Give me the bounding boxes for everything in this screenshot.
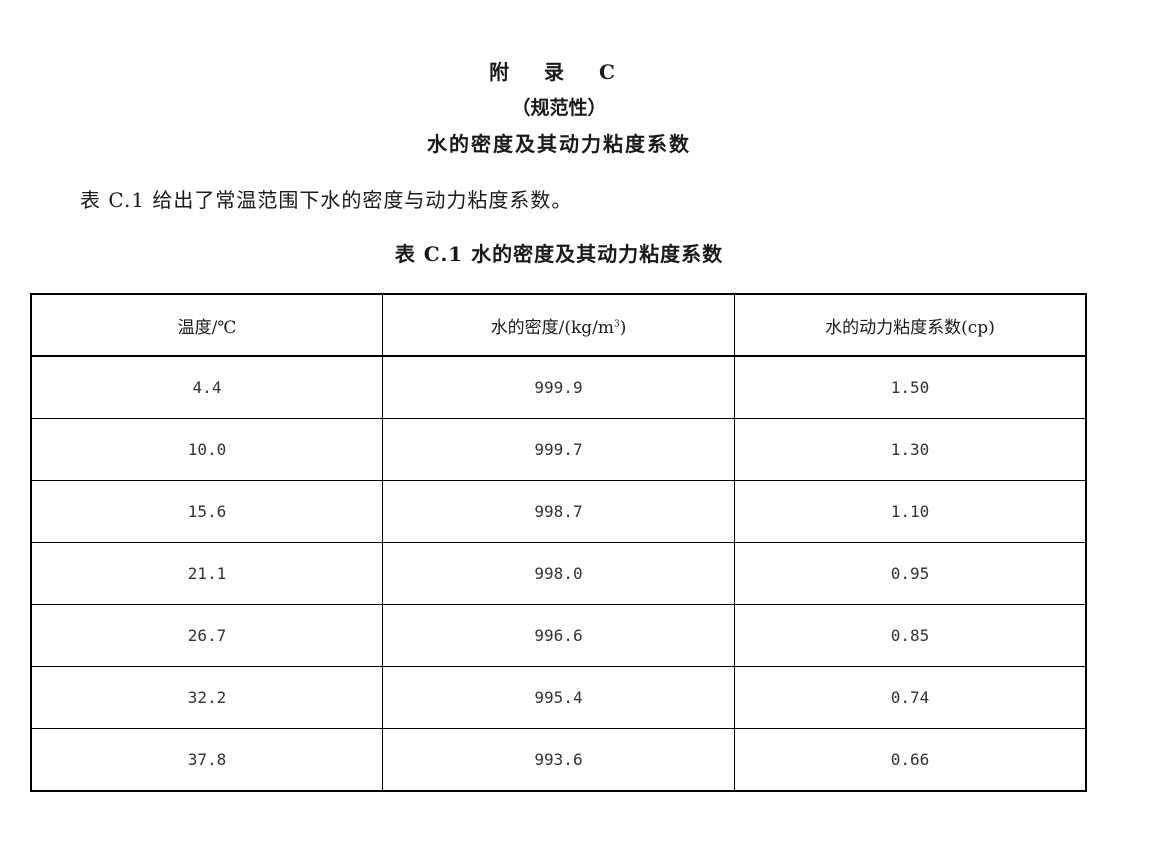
table-row: 10.0 999.7 1.30 [30, 418, 1087, 481]
cell-viscosity: 0.85 [734, 604, 1087, 667]
cell-temperature: 21.1 [30, 542, 383, 605]
cell-temperature: 15.6 [30, 480, 383, 543]
cell-viscosity: 0.95 [734, 542, 1087, 605]
cell-viscosity: 0.66 [734, 728, 1087, 792]
cell-viscosity: 1.30 [734, 418, 1087, 481]
table-row: 37.8 993.6 0.66 [30, 728, 1087, 792]
header-density-text: 水的密度/(kg/m [490, 317, 615, 338]
appendix-type: （规范性） [511, 97, 607, 119]
header-density-close: ) [619, 317, 627, 338]
header-viscosity: 水的动力粘度系数(cp) [734, 293, 1087, 357]
table-row: 4.4 999.9 1.50 [30, 355, 1087, 419]
cell-density: 993.6 [382, 728, 735, 792]
appendix-title: 附 录 C [489, 60, 629, 84]
header-density-exponent: 3 [614, 318, 620, 329]
table-header-row: 温度/℃ 水的密度/(kg/m3) 水的动力粘度系数(cp) [30, 293, 1087, 357]
intro-paragraph: 表 C.1 给出了常温范围下水的密度与动力粘度系数。 [80, 188, 573, 212]
cell-temperature: 10.0 [30, 418, 383, 481]
table-caption: 表 C.1 水的密度及其动力粘度系数 [394, 242, 724, 266]
cell-viscosity: 1.50 [734, 355, 1087, 419]
table-row: 32.2 995.4 0.74 [30, 666, 1087, 729]
cell-viscosity: 0.74 [734, 666, 1087, 729]
cell-temperature: 32.2 [30, 666, 383, 729]
cell-density: 998.7 [382, 480, 735, 543]
cell-temperature: 26.7 [30, 604, 383, 667]
header-density: 水的密度/(kg/m3) [382, 293, 735, 357]
cell-density: 999.9 [382, 355, 735, 419]
cell-density: 996.6 [382, 604, 735, 667]
cell-density: 998.0 [382, 542, 735, 605]
appendix-subject: 水的密度及其动力粘度系数 [427, 132, 691, 156]
cell-density: 995.4 [382, 666, 735, 729]
cell-temperature: 37.8 [30, 728, 383, 792]
cell-viscosity: 1.10 [734, 480, 1087, 543]
cell-density: 999.7 [382, 418, 735, 481]
table-row: 15.6 998.7 1.10 [30, 480, 1087, 543]
table-row: 26.7 996.6 0.85 [30, 604, 1087, 667]
density-viscosity-table: 温度/℃ 水的密度/(kg/m3) 水的动力粘度系数(cp) 4.4 999.9 1… [30, 293, 1087, 792]
cell-temperature: 4.4 [30, 355, 383, 419]
header-temperature: 温度/℃ [30, 293, 383, 357]
table-row: 21.1 998.0 0.95 [30, 542, 1087, 605]
